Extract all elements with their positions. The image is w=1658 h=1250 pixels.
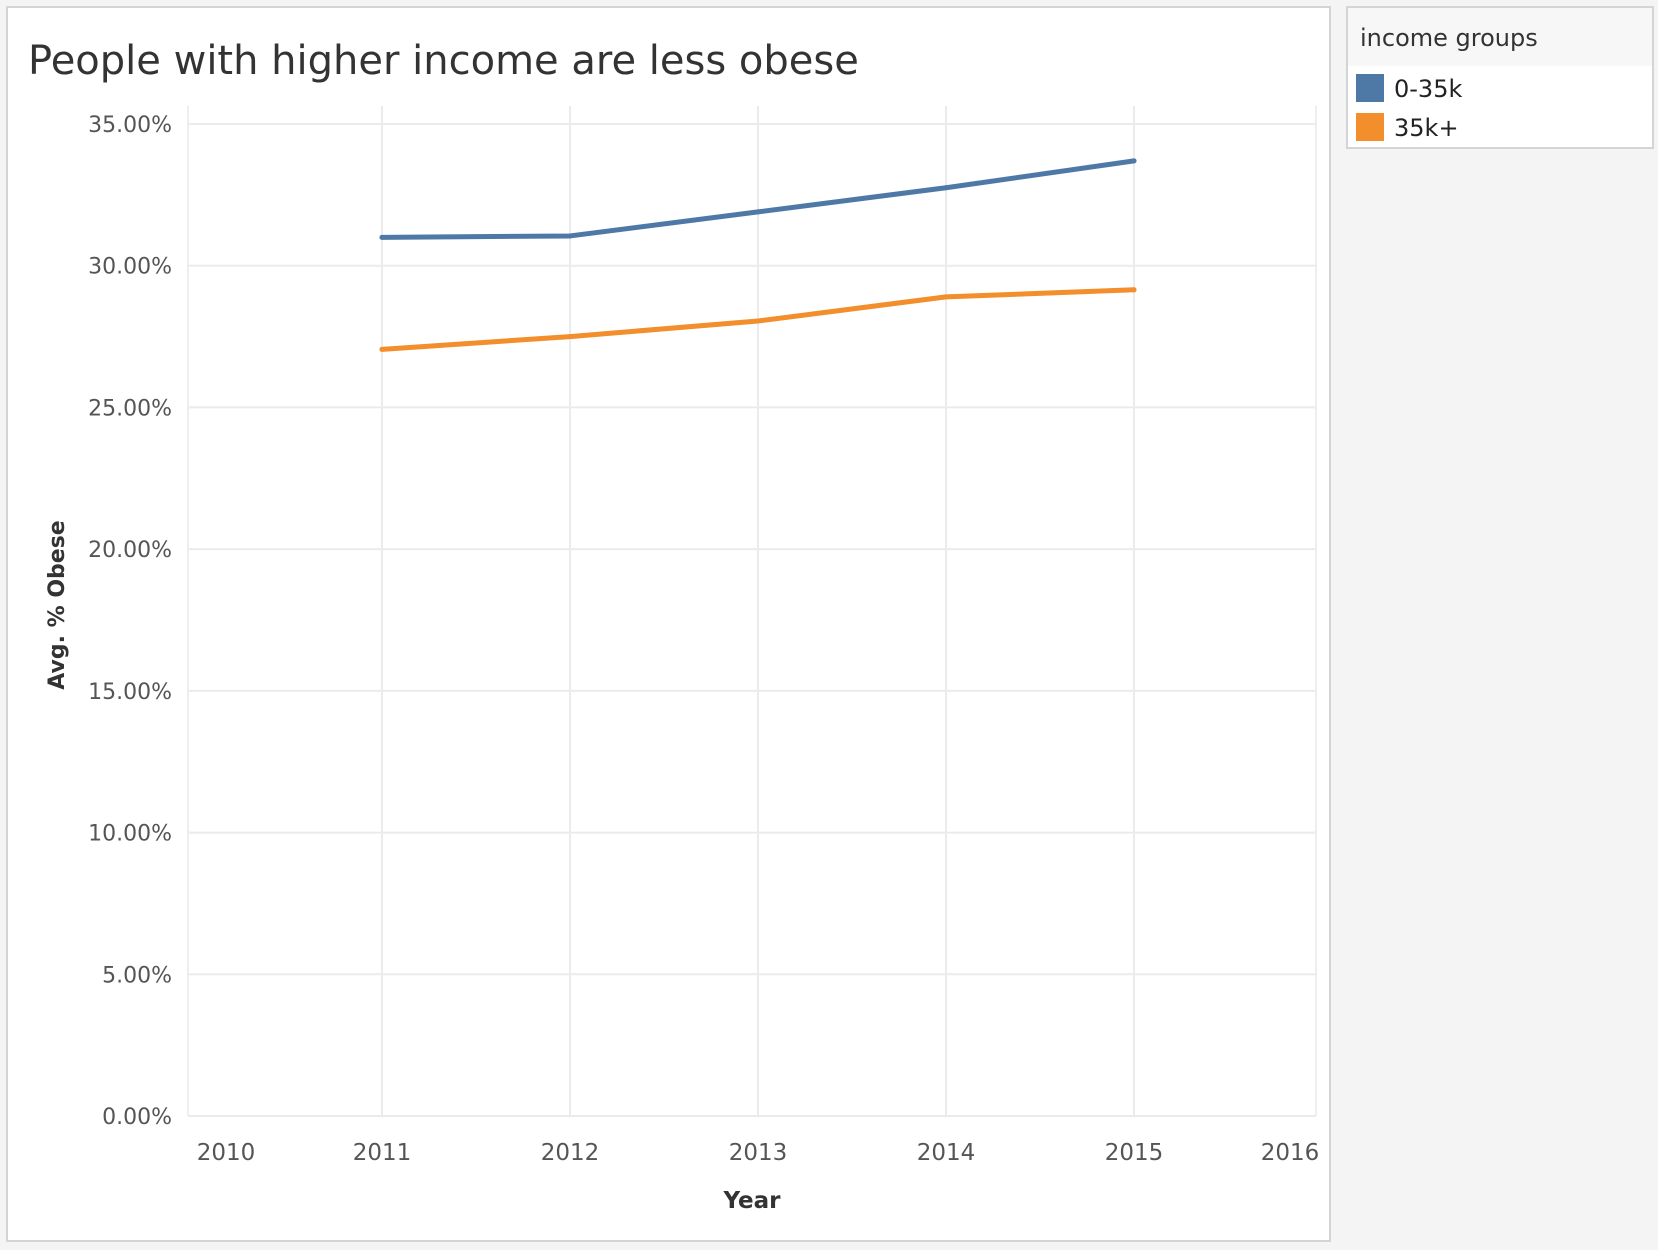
- y-tick-label: 30.00%: [88, 255, 172, 280]
- x-tick-label: 2010: [197, 1140, 256, 1166]
- x-tick-label: 2011: [353, 1140, 412, 1166]
- grid-lines: [187, 106, 1317, 1117]
- y-axis-ticks: 0.00% 5.00% 10.00% 15.00% 20.00% 25.00% 30.00%…: [88, 113, 172, 1130]
- chart-panel: People with higher income are less obese…: [6, 6, 1331, 1242]
- y-tick-label: 10.00%: [88, 822, 172, 847]
- y-tick-label: 25.00%: [88, 396, 172, 421]
- data-point[interactable]: [943, 294, 949, 300]
- chart-title: People with higher income are less obese: [28, 38, 859, 84]
- data-point[interactable]: [755, 318, 761, 324]
- legend-swatch-35k-plus: [1356, 113, 1384, 141]
- y-tick-label: 35.00%: [88, 113, 172, 138]
- line-chart: 0.00% 5.00% 10.00% 15.00% 20.00% 25.00% 30.00%…: [45, 106, 1320, 1214]
- y-tick-label: 15.00%: [88, 680, 172, 705]
- x-tick-label: 2015: [1105, 1140, 1164, 1166]
- x-tick-label: 2013: [729, 1140, 788, 1166]
- legend-item-0-35k[interactable]: 0-35k: [1356, 74, 1646, 104]
- data-point[interactable]: [1131, 287, 1137, 293]
- y-tick-label: 0.00%: [102, 1105, 172, 1130]
- legend-item-35k-plus[interactable]: 35k+: [1356, 113, 1646, 143]
- series-lines: [379, 158, 1137, 352]
- data-point[interactable]: [755, 209, 761, 215]
- data-point[interactable]: [567, 233, 573, 239]
- data-point[interactable]: [567, 334, 573, 340]
- data-point[interactable]: [1131, 158, 1137, 164]
- x-tick-label: 2014: [917, 1140, 976, 1166]
- data-point[interactable]: [379, 346, 385, 352]
- x-tick-label: 2016: [1261, 1140, 1320, 1166]
- x-axis-label: Year: [722, 1188, 781, 1214]
- x-tick-label: 2012: [541, 1140, 600, 1166]
- legend-label-0-35k: 0-35k: [1394, 75, 1463, 103]
- data-point[interactable]: [379, 234, 385, 240]
- legend-label-35k-plus: 35k+: [1394, 114, 1459, 142]
- data-point[interactable]: [943, 185, 949, 191]
- legend-title: income groups: [1360, 24, 1538, 52]
- legend-panel: income groups 0-35k 35k+: [1346, 6, 1654, 149]
- x-axis-ticks: 2010 2011 2012 2013 2014 2015 2016: [197, 1140, 1320, 1166]
- y-tick-label: 20.00%: [88, 538, 172, 563]
- legend-swatch-0-35k: [1356, 74, 1384, 102]
- legend-header: income groups: [1348, 8, 1652, 66]
- y-tick-label: 5.00%: [102, 963, 172, 988]
- y-axis-label: Avg. % Obese: [45, 520, 70, 689]
